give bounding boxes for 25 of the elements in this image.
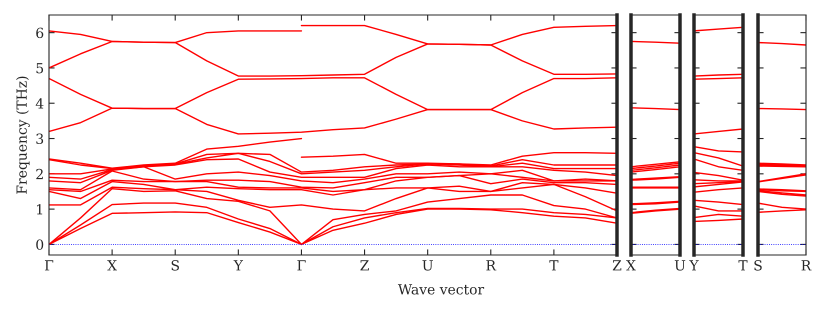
- x-tick-label: X: [107, 260, 117, 270]
- y-tick-label: 2: [36, 168, 43, 180]
- y-tick-label: 1: [36, 204, 42, 214]
- x-tick-label: Y: [689, 260, 699, 270]
- y-tick-label: 4: [36, 98, 44, 109]
- x-tick-label: Γ: [44, 260, 54, 270]
- x-tick-label: Y: [234, 260, 244, 270]
- y-tick-label: 3: [36, 134, 44, 144]
- y-tick-label: 5: [36, 63, 44, 74]
- y-tick-label: 6: [36, 28, 44, 38]
- x-tick-label: S: [754, 260, 762, 271]
- y-axis-title: Frequency (THz): [16, 76, 30, 194]
- x-tick-label: R: [802, 260, 812, 270]
- x-tick-label: Γ: [297, 260, 306, 270]
- x-tick-label: Z: [360, 260, 369, 270]
- x-tick-label: X: [626, 260, 636, 270]
- x-tick-label: T: [549, 260, 558, 270]
- x-tick-label: U: [674, 260, 686, 271]
- x-tick-label: R: [486, 260, 496, 270]
- x-tick-label: S: [172, 260, 179, 271]
- x-axis-title: Wave vector: [398, 284, 484, 295]
- x-tick-label: U: [422, 260, 433, 271]
- x-tick-label: Z: [612, 260, 622, 270]
- x-tick-label: T: [738, 260, 748, 270]
- y-tick-label: 0: [36, 239, 44, 250]
